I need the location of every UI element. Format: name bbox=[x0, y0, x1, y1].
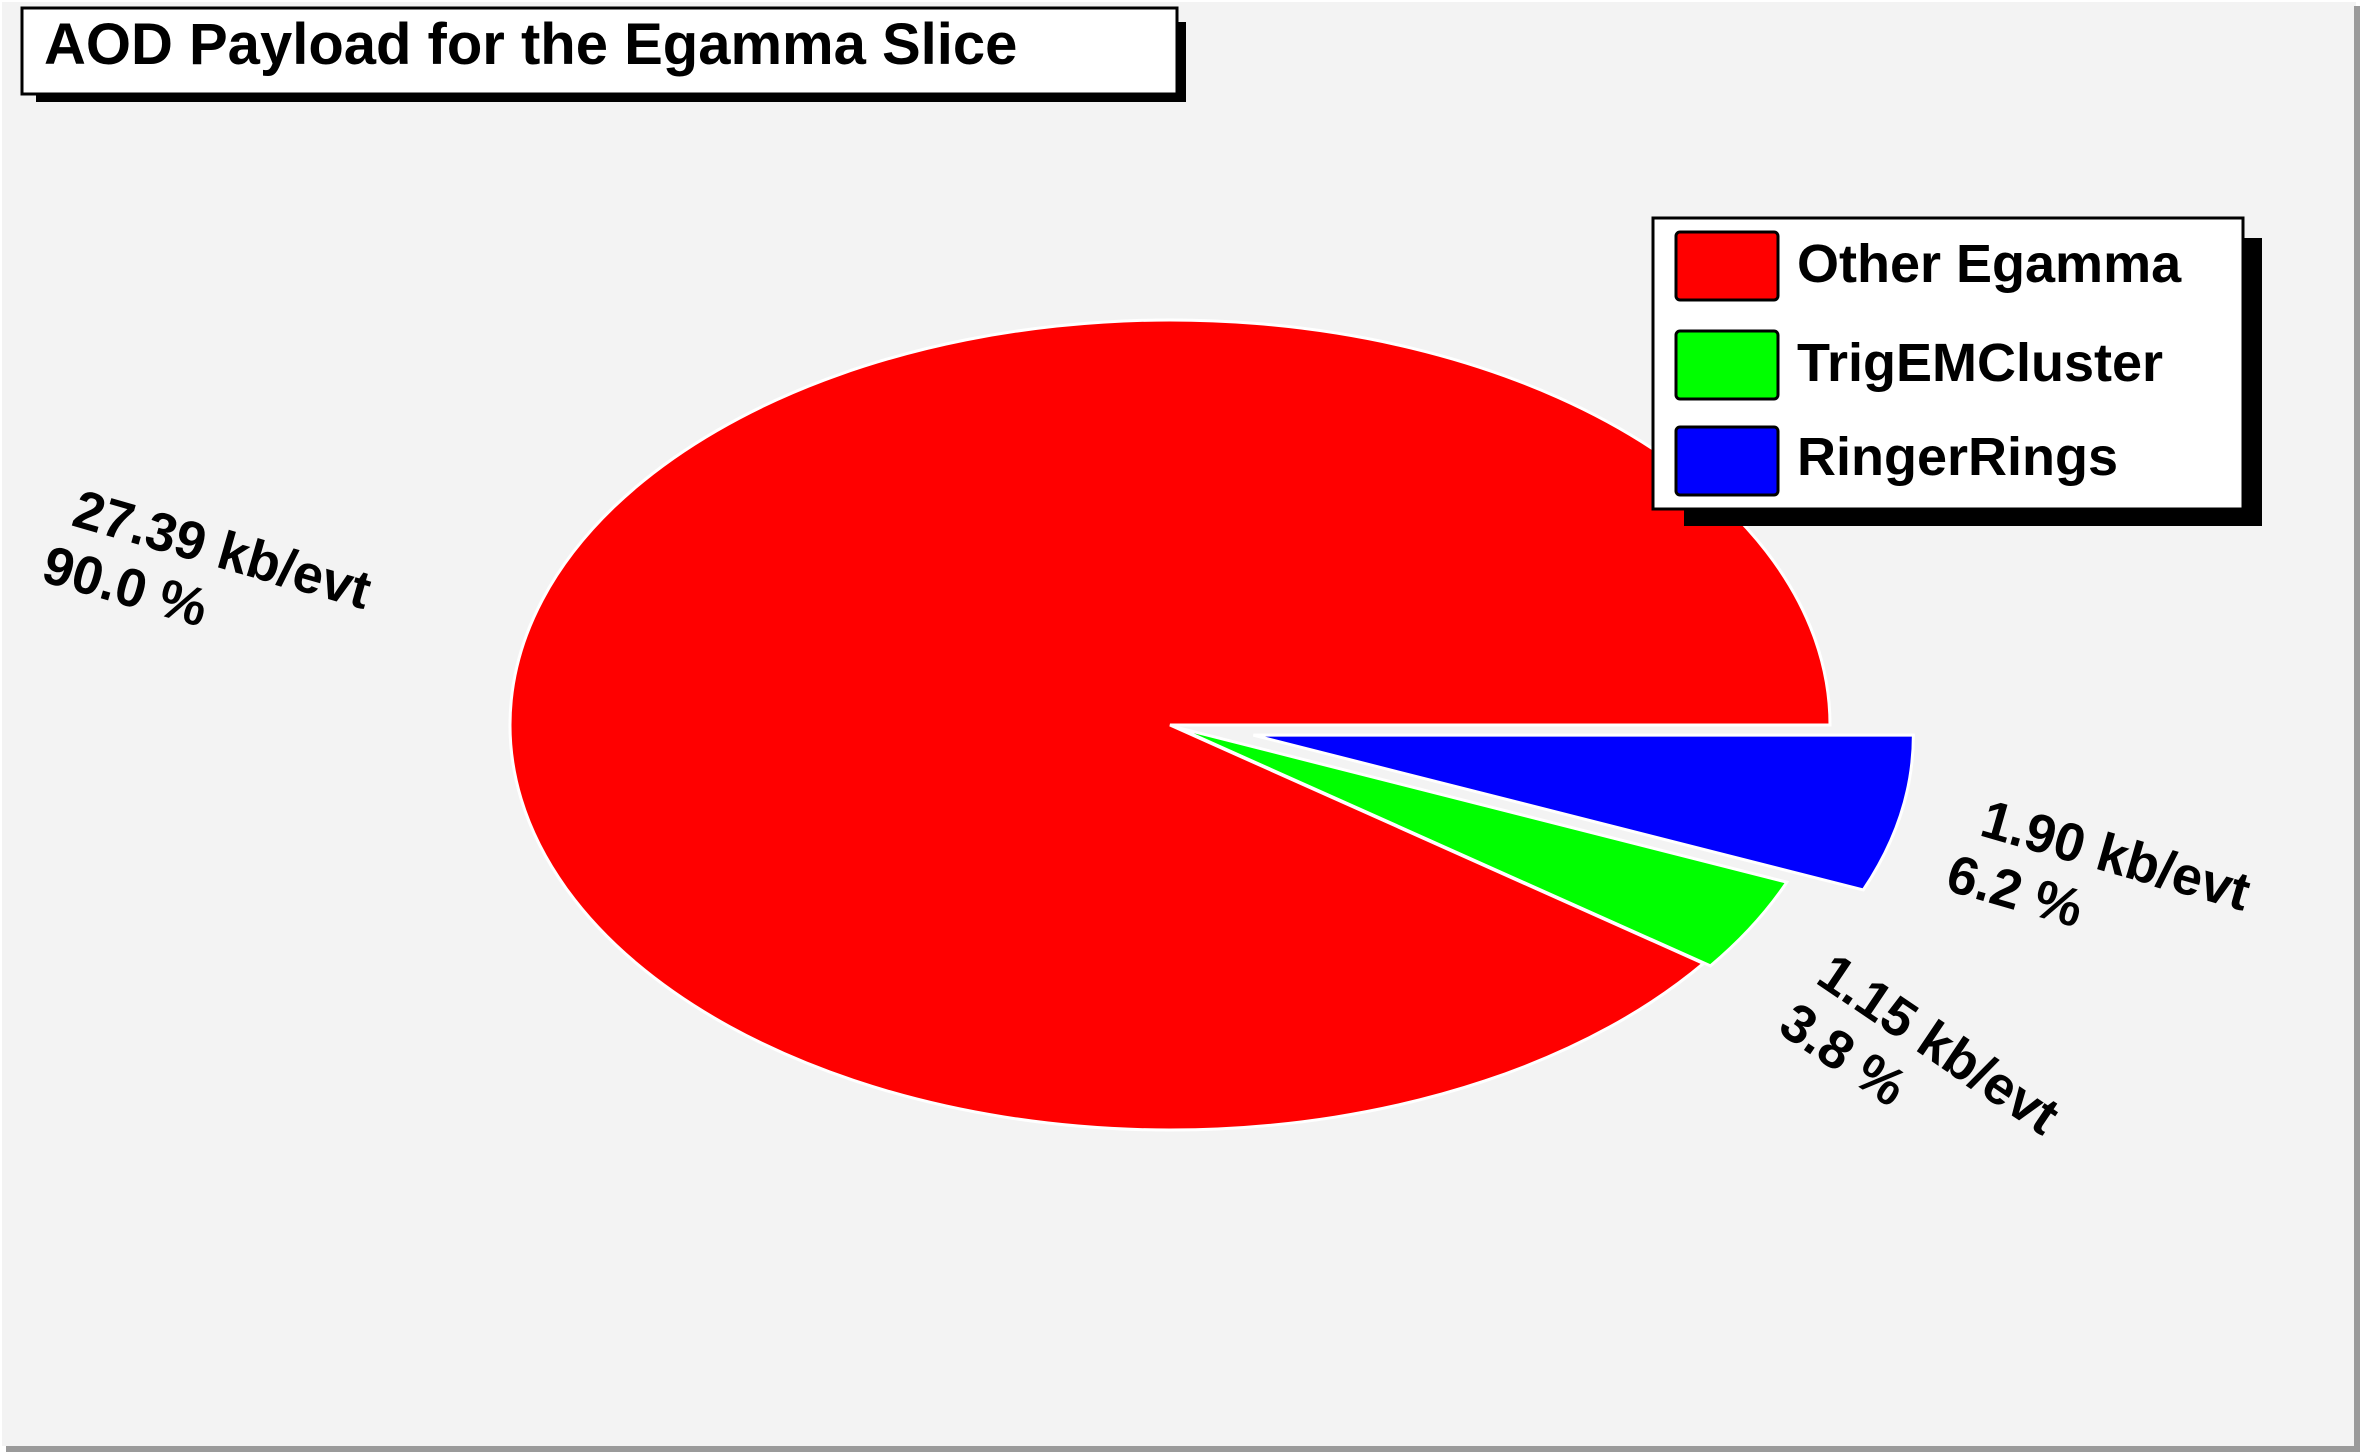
legend-label-other-egamma: Other Egamma bbox=[1797, 234, 2182, 294]
title-box: AOD Payload for the Egamma Slice bbox=[20, 6, 1186, 102]
chart-title: AOD Payload for the Egamma Slice bbox=[44, 12, 1017, 77]
legend-swatch-other-egamma bbox=[1674, 230, 1780, 302]
pie-slices bbox=[508, 318, 1915, 1132]
title-box-frame bbox=[20, 6, 1179, 96]
pie-slice-ringer-rings bbox=[1253, 733, 1915, 892]
pie-slice-trigemcluster bbox=[1176, 725, 1790, 968]
legend-swatch-ringer-rings bbox=[1674, 425, 1780, 497]
legend: Other Egamma TrigEMCluster RingerRings bbox=[1651, 216, 2262, 526]
legend-swatch-trigemcluster bbox=[1674, 329, 1780, 401]
legend-label-ringer-rings: RingerRings bbox=[1797, 427, 2118, 487]
pie-slice-other-egamma bbox=[508, 318, 1832, 1132]
legend-label-trigemcluster: TrigEMCluster bbox=[1797, 333, 2163, 393]
